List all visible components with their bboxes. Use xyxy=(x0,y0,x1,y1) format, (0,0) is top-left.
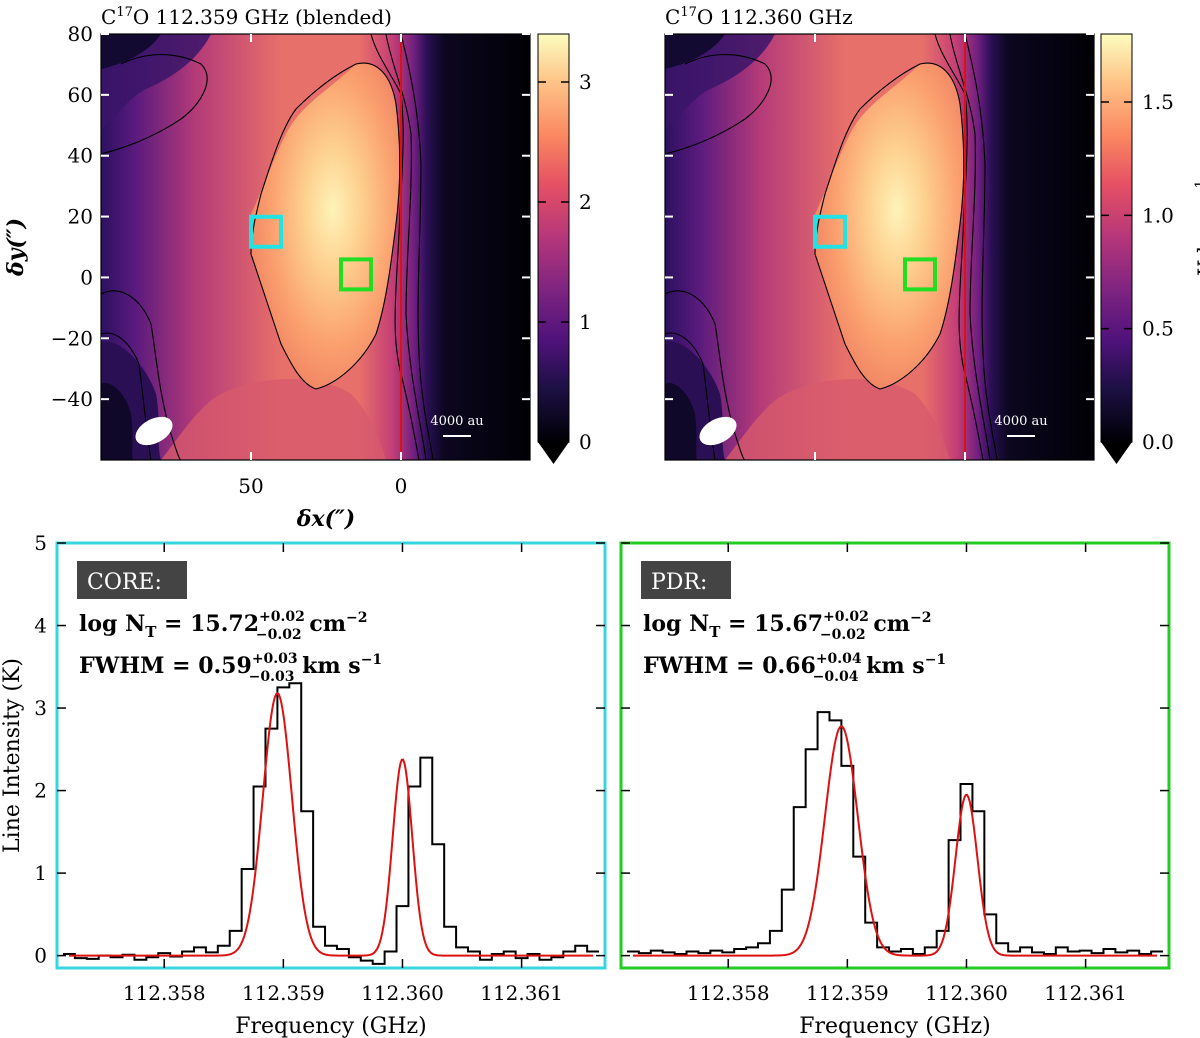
spectrum-frame xyxy=(55,541,607,970)
x-tick-label: 50 xyxy=(238,474,263,498)
x-tick-label: 112.361 xyxy=(1044,981,1127,1005)
contour-2 xyxy=(934,34,984,460)
colorbar-fill xyxy=(1100,33,1133,443)
heatmap-image xyxy=(665,34,1094,460)
observed-spectrum xyxy=(62,682,600,965)
core-box xyxy=(813,214,847,249)
colorbar-tick-label: 2 xyxy=(579,190,592,214)
colorbar-tick-label: 1 xyxy=(579,310,592,334)
y-tick-label: 40 xyxy=(68,144,93,168)
contour-6 xyxy=(665,290,746,460)
y-tick-label: 60 xyxy=(68,83,93,107)
map-title: C17O 112.360 GHz xyxy=(665,5,853,29)
y-tick-label: 80 xyxy=(68,22,93,46)
x-tick-label: 112.361 xyxy=(480,981,563,1005)
colorbar-1: 0 1 2 3 xyxy=(537,33,592,464)
fit-curve xyxy=(68,691,594,957)
scalebar-label: 4000 au xyxy=(994,414,1047,429)
beam-ellipse xyxy=(135,416,173,446)
colorbar-tick-label: 0.0 xyxy=(1142,430,1174,454)
region-tag: PDR: xyxy=(651,570,707,595)
y-tick-label: 20 xyxy=(68,205,93,229)
colorbar-extend-arrow xyxy=(1101,442,1132,464)
x-tick-label: 112.360 xyxy=(361,981,444,1005)
contour-1 xyxy=(814,62,965,390)
y-tick-label: 4 xyxy=(34,614,47,638)
y-axis-label: Line Intensity (K) xyxy=(0,658,25,853)
fwhm-annotation: FWHM = 0.66+0.04 −0.04 km s−1 xyxy=(643,651,946,685)
x-tick-label: 112.359 xyxy=(242,981,325,1005)
x-tick-label: 112.359 xyxy=(806,981,889,1005)
colorbar-2: 0.0 0.5 1.0 1.5 K km s−1 xyxy=(1100,33,1200,464)
heatmap-fill xyxy=(665,34,1094,460)
contour-4 xyxy=(964,34,998,460)
x-axis-label: δx(″) xyxy=(296,506,355,532)
y-tick-label: −40 xyxy=(51,387,93,411)
colorbar-label: K km s−1 xyxy=(1193,180,1200,277)
beam-ellipse xyxy=(699,416,737,446)
contour-6 xyxy=(101,290,182,460)
y-tick-label: 2 xyxy=(34,779,47,803)
y-tick-label: 1 xyxy=(34,861,47,885)
colorbar-extend-arrow xyxy=(538,442,569,464)
core-box xyxy=(249,214,283,249)
pdr-box xyxy=(339,257,373,292)
y-tick-label: 0 xyxy=(80,265,93,289)
y-axis-label: δy(″) xyxy=(3,218,29,277)
x-axis-label: Frequency (GHz) xyxy=(799,1014,991,1038)
contour-1 xyxy=(250,62,401,390)
fit-curve xyxy=(632,725,1158,957)
x-tick-label: 112.358 xyxy=(123,981,206,1005)
colorbar-tick-label: 1.5 xyxy=(1142,90,1174,114)
spectrum-frame xyxy=(619,541,1171,970)
contour-4 xyxy=(400,34,434,460)
x-tick-label: 0 xyxy=(395,474,408,498)
x-tick-label: 112.360 xyxy=(925,981,1008,1005)
logN-annotation: log NT = 15.67+0.02 −0.02 cm−2 xyxy=(643,609,932,643)
colorbar-fill xyxy=(537,33,570,443)
fwhm-annotation: FWHM = 0.59+0.03 −0.03 km s−1 xyxy=(79,651,382,685)
x-tick-label: 112.358 xyxy=(687,981,770,1005)
y-tick-label: −20 xyxy=(51,326,93,350)
pdr-box xyxy=(903,257,937,292)
observed-spectrum xyxy=(626,711,1164,955)
region-tag-bg xyxy=(641,561,731,599)
contour-5 xyxy=(665,54,772,155)
x-axis-label: Frequency (GHz) xyxy=(235,1014,427,1038)
heatmap-image xyxy=(101,34,530,460)
spectrum-panel-2: 112.358 112.359 112.360 112.361 Frequency (G… xyxy=(619,541,1171,1038)
contour-2 xyxy=(370,34,420,460)
logN-annotation: log NT = 15.72+0.02 −0.02 cm−2 xyxy=(79,609,368,643)
y-tick-label: 3 xyxy=(34,696,47,720)
y-tick-label: 0 xyxy=(34,944,47,968)
contour-5 xyxy=(101,54,208,155)
map-frame xyxy=(100,33,531,461)
colorbar-tick-label: 3 xyxy=(579,70,592,94)
spectrum-panel-1: 0 1 2 3 4 5 112.358 112.359 112.360 112.361 Freque… xyxy=(0,531,607,1038)
map-panel-1: 4000 au 80 60 40 20 0 −20 −40 50 0 δx(″) δy(″) C17O … xyxy=(3,5,531,532)
spectra-layer: 0 1 2 3 4 5 112.358 112.359 112.360 112.361 Freque… xyxy=(0,531,1171,1038)
colorbar-tick-label: 1.0 xyxy=(1142,203,1174,227)
colorbar-tick-label: 0 xyxy=(579,430,592,454)
map-frame xyxy=(664,33,1095,461)
map-panel-2: 4000 au C17O 112.360 GHz xyxy=(664,5,1095,461)
region-tag-bg xyxy=(77,561,187,599)
map-title: C17O 112.359 GHz (blended) xyxy=(101,5,392,29)
heatmap-fill xyxy=(101,34,530,460)
colorbar-tick-label: 0.5 xyxy=(1142,317,1174,341)
y-tick-label: 5 xyxy=(34,531,47,555)
scalebar-label: 4000 au xyxy=(430,414,483,429)
region-tag: CORE: xyxy=(87,570,162,595)
